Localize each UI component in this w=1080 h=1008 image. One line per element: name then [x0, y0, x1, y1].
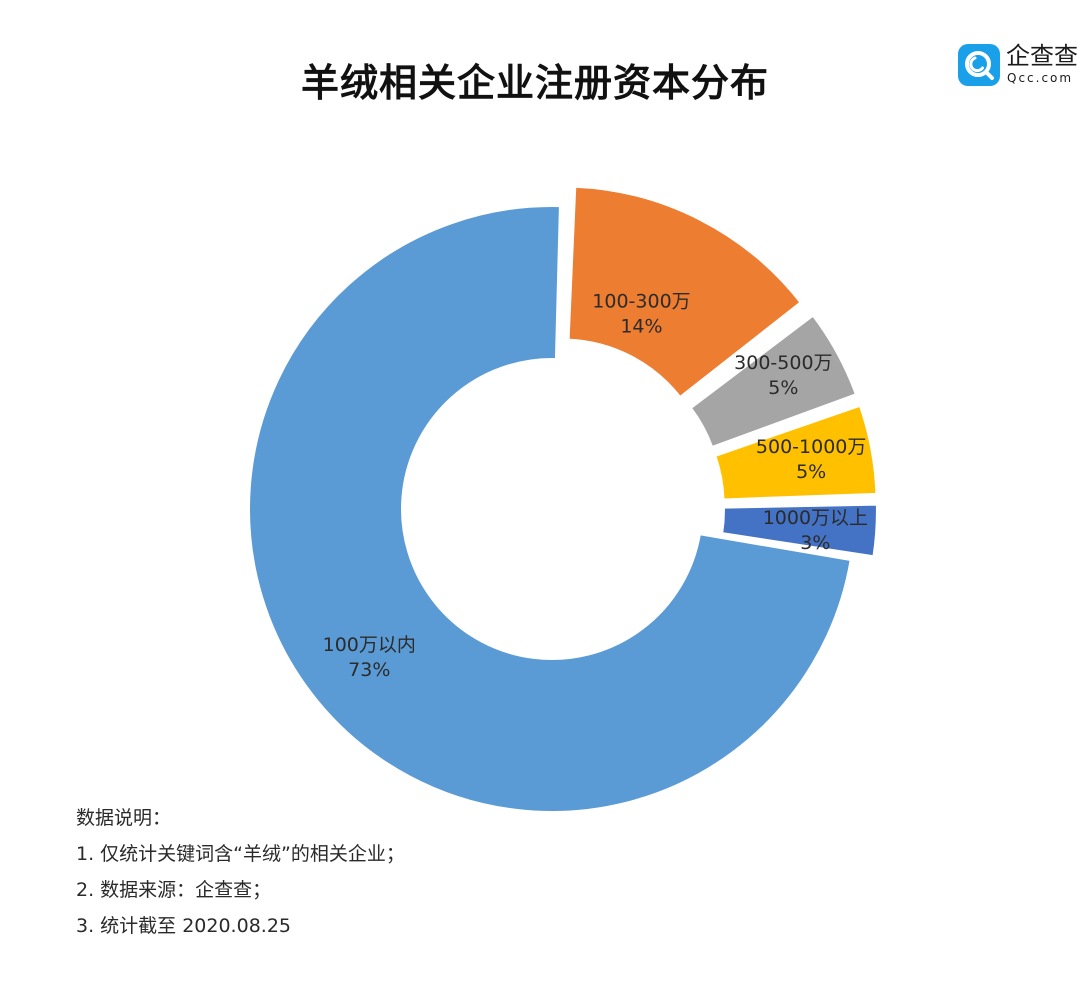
slice-category-label: 500-1000万: [756, 436, 866, 458]
donut-slice: [689, 314, 858, 449]
slice-percent-label: 5%: [796, 461, 826, 483]
slice-category-label: 300-500万: [734, 352, 832, 374]
qcc-logo: 企查查 Qcc.com: [958, 42, 1080, 90]
logo-domain: Qcc.com: [1007, 71, 1074, 85]
donut-slice: [714, 404, 878, 501]
slice-category-label: 100万以内: [323, 634, 416, 656]
donut-slice: [567, 185, 802, 399]
slice-percent-label: 5%: [768, 377, 798, 399]
donut-slice: [721, 503, 878, 558]
slice-percent-label: 3%: [800, 532, 830, 554]
donut-slice: [248, 205, 852, 813]
notes-item: 1. 仅统计关键词含“羊绒”的相关企业；: [76, 843, 405, 865]
chart-title: 羊绒相关企业注册资本分布: [300, 61, 769, 105]
slice-category-label: 1000万以上: [763, 507, 868, 529]
notes-heading: 数据说明：: [76, 807, 172, 829]
notes-item: 2. 数据来源：企查查；: [76, 879, 272, 901]
notes-item: 3. 统计截至 2020.08.25: [76, 915, 291, 937]
logo-name: 企查查: [1006, 42, 1078, 70]
qcc-logo-icon: [958, 44, 1000, 86]
slice-percent-label: 14%: [620, 316, 662, 338]
slice-category-label: 100-300万: [592, 291, 690, 313]
slice-percent-label: 73%: [348, 659, 390, 681]
data-notes: 数据说明： 1. 仅统计关键词含“羊绒”的相关企业； 2. 数据来源：企查查； …: [76, 800, 405, 944]
